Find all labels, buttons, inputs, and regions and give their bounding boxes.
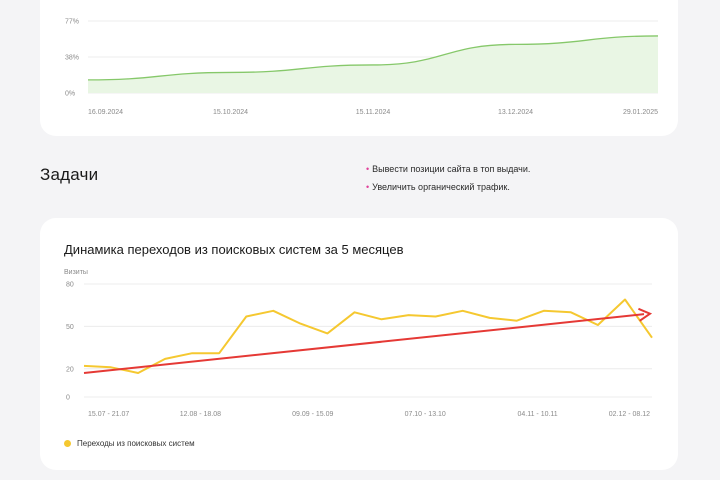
- trend-line: [83, 313, 645, 374]
- x-tick-label: 09.09 - 15.09: [292, 411, 333, 418]
- top-x-tick-label: 15.10.2024: [213, 109, 248, 116]
- y-tick-label: 20: [66, 366, 74, 373]
- bullet-icon: •: [366, 182, 370, 192]
- y-tick-label: 50: [66, 324, 74, 331]
- top-series-line: [87, 35, 659, 81]
- tasks-title: Задачи: [40, 165, 99, 184]
- x-tick-label: 07.10 - 13.10: [405, 411, 446, 418]
- top-x-tick-label: 16.09.2024: [88, 109, 123, 116]
- legend-label: Переходы из поисковых систем: [77, 439, 195, 448]
- task-item-text: Увеличить органический трафик.: [372, 182, 510, 192]
- top-area-fill: [88, 35, 658, 93]
- task-item-text: Вывести позиции сайта в топ выдачи.: [372, 164, 531, 174]
- top-x-tick-label: 29.01.2025: [623, 109, 658, 116]
- top-y-tick-label: 77%: [65, 19, 79, 26]
- y-axis-label: Визиты: [64, 269, 88, 276]
- chart-title: Динамика переходов из поисковых систем з…: [64, 242, 404, 257]
- top-y-tick-label: 38%: [65, 55, 79, 62]
- series-line: [83, 298, 653, 374]
- x-tick-label: 04.11 - 10.11: [517, 411, 557, 418]
- task-item: • Увеличить органический трафик.: [366, 182, 530, 192]
- chart-legend: Переходы из поисковых систем: [64, 439, 195, 448]
- x-tick-label: 02.12 - 08.12: [609, 411, 650, 418]
- y-tick-label: 80: [66, 282, 74, 289]
- tasks-list: • Вывести позиции сайта в топ выдачи. • Ув…: [366, 164, 530, 200]
- bullet-icon: •: [366, 164, 370, 174]
- legend-swatch: [64, 440, 71, 447]
- trend-arrowhead-icon: [638, 307, 653, 322]
- x-tick-label: 12.08 - 18.08: [180, 411, 221, 418]
- top-x-tick-label: 15.11.2024: [356, 109, 391, 116]
- y-tick-label: 0: [66, 395, 70, 402]
- x-tick-label: 15.07 - 21.07: [88, 411, 129, 418]
- top-x-tick-label: 13.12.2024: [498, 109, 533, 116]
- top-y-tick-label: 0%: [65, 91, 75, 98]
- task-item: • Вывести позиции сайта в топ выдачи.: [366, 164, 530, 174]
